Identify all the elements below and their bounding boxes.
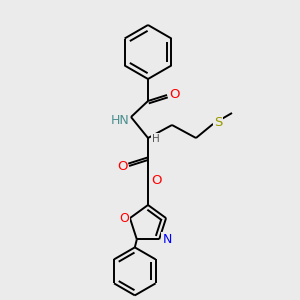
- Text: H: H: [152, 134, 160, 144]
- Text: O: O: [151, 175, 161, 188]
- Text: S: S: [214, 116, 222, 130]
- Text: O: O: [117, 160, 127, 173]
- Text: O: O: [169, 88, 179, 100]
- Text: N: N: [163, 233, 172, 246]
- Text: HN: HN: [111, 113, 129, 127]
- Text: O: O: [119, 212, 129, 225]
